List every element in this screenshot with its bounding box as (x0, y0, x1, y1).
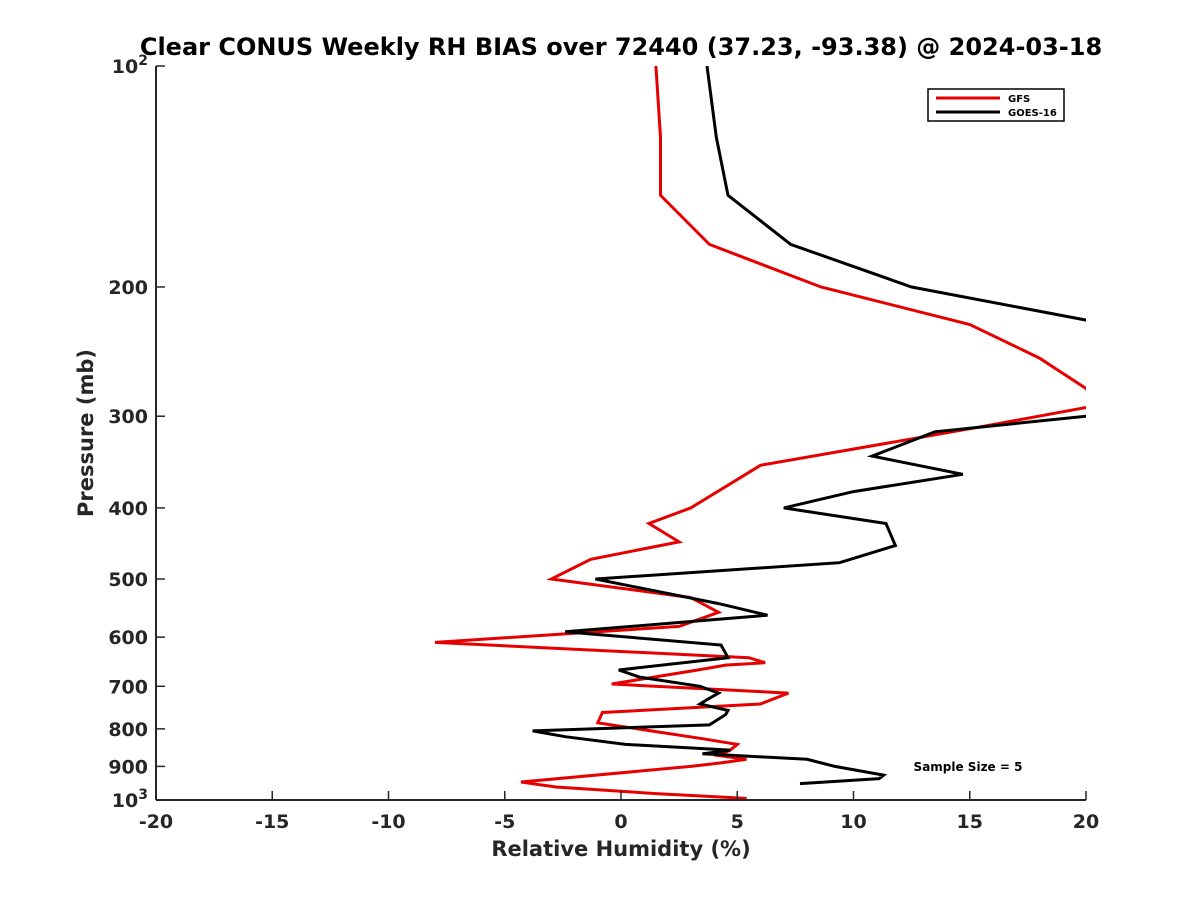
y-tick-label: 700 (108, 676, 148, 698)
x-tick-label: 5 (731, 811, 744, 833)
x-tick-label: -5 (494, 811, 515, 833)
x-tick-label: 10 (840, 811, 866, 833)
y-tick-label: 300 (108, 406, 148, 428)
series-line-goes-16 (532, 66, 1086, 786)
legend-box (927, 88, 1065, 122)
series-line-gfs (434, 66, 1086, 800)
y-tick-label: 400 (108, 498, 148, 520)
x-tick-label: -15 (255, 811, 289, 833)
y-tick-label: 102 (112, 53, 148, 78)
y-tick-label: 900 (108, 756, 148, 778)
legend-label-gfs: GFS (1008, 94, 1030, 105)
x-tick-label: 0 (614, 811, 627, 833)
sample-size-annotation: Sample Size = 5 (914, 760, 1023, 774)
y-tick-label: 600 (108, 627, 148, 649)
y-axis-label: Pressure (mb) (74, 349, 98, 517)
x-tick-label: -10 (371, 811, 405, 833)
x-tick-label: 15 (957, 811, 983, 833)
y-tick-label: 500 (108, 569, 148, 591)
plot-area: -20 -15 -10 -5 0 5 10 15 20 102 200 300 400 500 600 700… (108, 53, 1099, 833)
legend: GFS GOES-16 (927, 88, 1065, 122)
chart-title: Clear CONUS Weekly RH BIAS over 72440 (3… (140, 33, 1102, 61)
x-axis-label: Relative Humidity (%) (491, 837, 750, 861)
x-tick-label: 20 (1073, 811, 1099, 833)
x-tick-label: -20 (139, 811, 173, 833)
y-tick-label: 103 (112, 787, 148, 812)
y-tick-label: 800 (108, 719, 148, 741)
legend-label-goes-16: GOES-16 (1008, 108, 1057, 119)
y-tick-label: 200 (108, 277, 148, 299)
